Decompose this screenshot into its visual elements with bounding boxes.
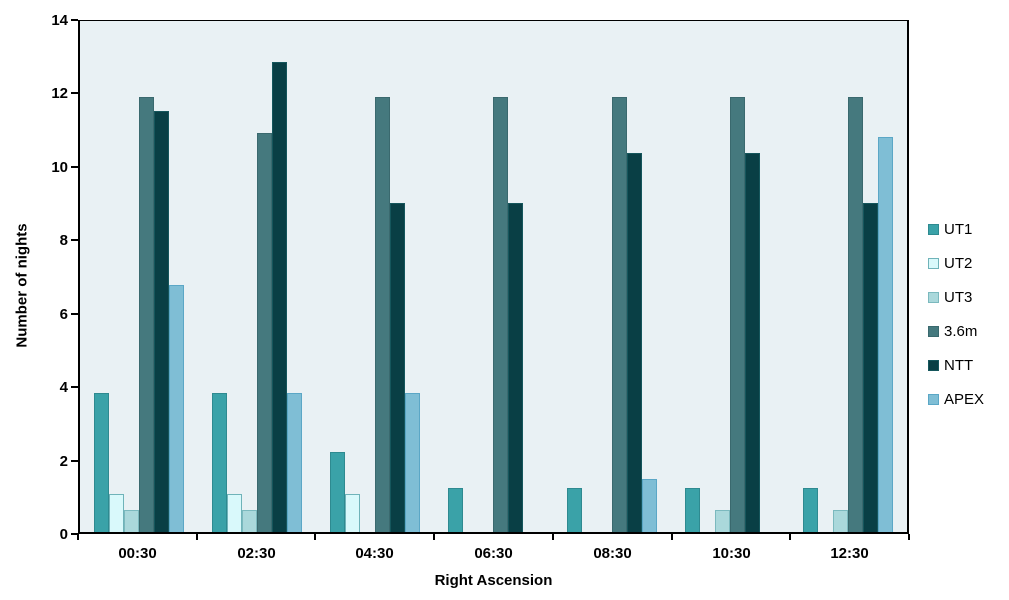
y-tick-mark (71, 165, 78, 168)
bar-36m-1030 (729, 97, 745, 532)
bar-ut2-0030 (109, 494, 125, 532)
legend-swatch-icon (928, 393, 939, 405)
x-tick-mark (314, 534, 316, 540)
y-tick-mark (71, 19, 78, 21)
x-tick-mark (908, 534, 910, 540)
legend-swatch-icon (928, 257, 939, 269)
x-tick-label-0630: 06:30 (474, 545, 513, 562)
bar-group-0430 (316, 21, 434, 532)
legend-swatch-icon (928, 325, 939, 337)
bar-ntt-0230 (272, 62, 288, 532)
bar-groups (80, 21, 907, 532)
bar-apex-0030 (169, 285, 185, 532)
x-tick-label-0230: 02:30 (237, 545, 276, 562)
legend-item-ut1: UT1 (928, 219, 984, 239)
bar-36m-0830 (611, 97, 627, 532)
legend-label: UT3 (944, 288, 973, 306)
legend-swatch-icon (928, 223, 939, 235)
x-tick-mark (433, 534, 435, 540)
x-tick-mark (196, 534, 198, 540)
bar-apex-1230 (877, 137, 893, 532)
y-tick-label: 10 (51, 158, 68, 176)
bar-ntt-1230 (862, 203, 878, 532)
x-tick-label-0030: 00:30 (118, 545, 157, 562)
bar-group-0030 (80, 21, 198, 532)
bar-ut3-1030 (714, 510, 730, 532)
bar-ut1-0030 (94, 393, 110, 532)
x-tick-label-1230: 12:30 (830, 545, 869, 562)
bar-group-0230 (198, 21, 316, 532)
y-tick-mark (71, 312, 78, 315)
x-tick-mark (552, 534, 554, 540)
legend-label: NTT (944, 356, 974, 374)
y-axis-title: Number of nights (13, 223, 31, 348)
bar-ut1-0430 (330, 452, 346, 532)
bar-group-0630 (434, 21, 552, 532)
bar-apex-0230 (287, 393, 303, 532)
x-tick-mark (789, 534, 791, 540)
bar-ntt-0430 (390, 203, 406, 532)
bar-ntt-0830 (626, 153, 642, 532)
bar-apex-0430 (405, 393, 421, 532)
legend-item-36m: 3.6m (928, 321, 984, 341)
legend-item-ntt: NTT (928, 355, 984, 375)
bar-apex-0830 (641, 479, 657, 532)
y-tick-mark (71, 239, 78, 242)
legend-swatch-icon (928, 291, 939, 303)
y-tick-label: 14 (51, 12, 68, 29)
bar-ut2-0430 (345, 494, 361, 532)
legend-item-ut2: UT2 (928, 253, 984, 273)
bar-group-0830 (553, 21, 671, 532)
legend-swatch-icon (928, 359, 939, 371)
bar-group-1230 (789, 21, 907, 532)
x-tick-mark (77, 534, 79, 540)
bar-36m-0430 (375, 97, 391, 532)
bar-ntt-1030 (744, 153, 760, 532)
y-tick-mark (71, 459, 78, 462)
y-tick-label: 12 (51, 85, 68, 103)
y-tick-mark (71, 92, 78, 95)
legend: UT1 UT2 UT3 3.6m NTT APEX (928, 219, 984, 409)
legend-label: UT2 (944, 254, 973, 272)
x-tick-label-0430: 04:30 (355, 545, 394, 562)
plot-area (78, 20, 909, 534)
bar-ut2-0230 (227, 494, 243, 532)
legend-item-apex: APEX (928, 389, 984, 409)
bar-ut1-1030 (684, 488, 700, 532)
legend-label: 3.6m (944, 322, 978, 340)
x-axis-title: Right Ascension (434, 572, 553, 589)
bar-ut3-1230 (832, 510, 848, 532)
y-tick-label: 4 (59, 379, 68, 397)
bar-ut1-0830 (566, 488, 582, 532)
x-tick-label-1030: 10:30 (712, 545, 751, 562)
bar-ntt-0030 (154, 111, 170, 532)
y-tick-mark (71, 533, 78, 535)
bar-ut3-0230 (242, 510, 258, 532)
bar-36m-0030 (139, 97, 155, 532)
x-tick-mark (671, 534, 673, 540)
legend-label: UT1 (944, 220, 973, 238)
legend-label: APEX (944, 390, 985, 408)
legend-item-ut3: UT3 (928, 287, 984, 307)
bar-ut1-1230 (802, 488, 818, 532)
bar-ut1-0630 (448, 488, 464, 532)
bar-ut1-0230 (212, 393, 228, 532)
bar-group-1030 (671, 21, 789, 532)
bar-36m-1230 (847, 97, 863, 532)
x-tick-label-0830: 08:30 (593, 545, 632, 562)
bar-36m-0630 (493, 97, 509, 532)
bar-36m-0230 (257, 133, 273, 532)
y-tick-label: 8 (59, 232, 68, 250)
y-tick-label: 2 (59, 452, 68, 470)
y-tick-label: 0 (59, 526, 68, 543)
bar-ut3-0030 (124, 510, 140, 532)
y-tick-mark (71, 386, 78, 389)
y-tick-label: 6 (59, 305, 68, 323)
bar-ntt-0630 (508, 203, 524, 532)
